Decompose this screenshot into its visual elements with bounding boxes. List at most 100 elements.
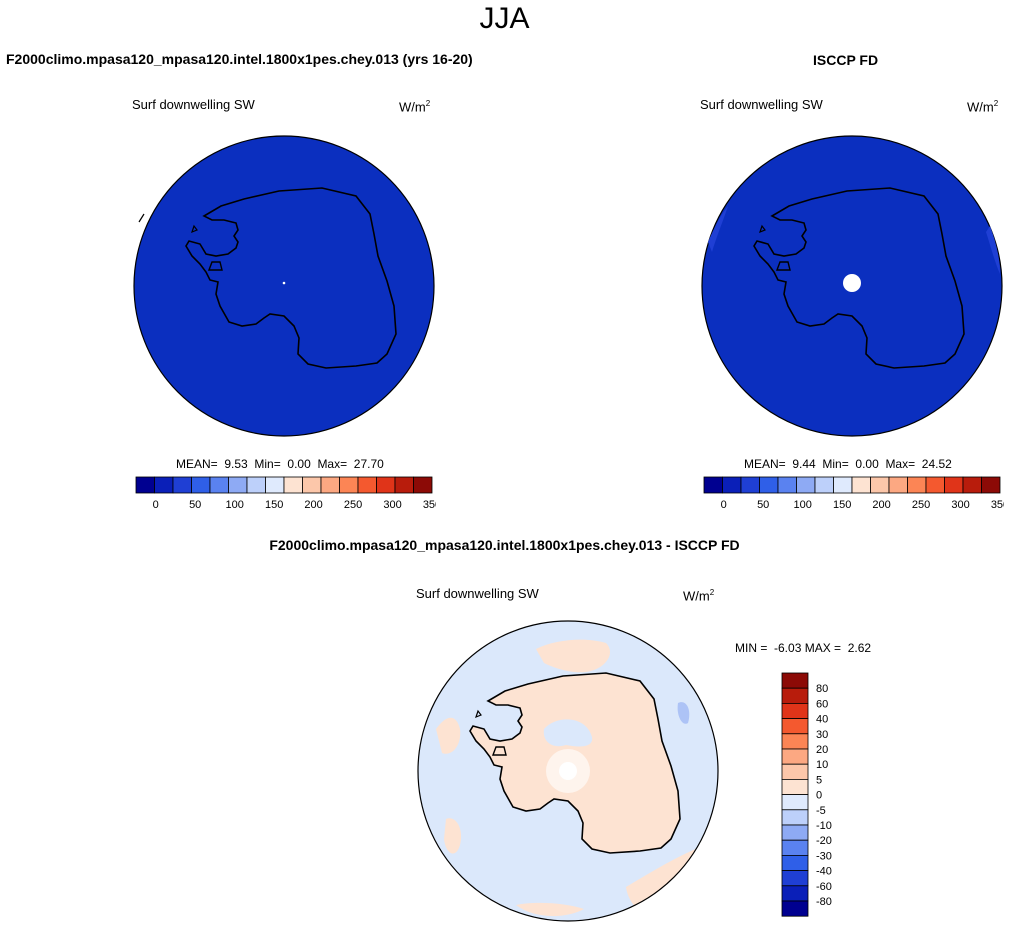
obs-polar-map bbox=[701, 135, 1003, 437]
colorbar-tick-label: -20 bbox=[816, 835, 832, 847]
obs-variable-label: Surf downwelling SW bbox=[700, 97, 823, 112]
colorbar-bin bbox=[777, 476, 797, 494]
colorbar-tick-label: 30 bbox=[816, 729, 828, 741]
colorbar-tick-label: 350 bbox=[991, 499, 1004, 511]
model-variable-label: Surf downwelling SW bbox=[132, 97, 255, 112]
colorbar-bin bbox=[851, 476, 871, 494]
colorbar-bin bbox=[376, 476, 396, 494]
colorbar-bin bbox=[191, 476, 211, 494]
model-colorbar: 0 50 100 150 200 250 300 350 bbox=[135, 476, 436, 511]
obs-panel-title: ISCCP FD bbox=[813, 52, 879, 68]
model-polar-map bbox=[133, 135, 435, 437]
season-title: JJA bbox=[479, 2, 530, 35]
colorbar-bin bbox=[925, 476, 945, 494]
colorbar-bin bbox=[781, 718, 809, 735]
colorbar-bin bbox=[357, 476, 377, 494]
colorbar-bin bbox=[781, 854, 809, 871]
model-map-field bbox=[133, 135, 435, 437]
colorbar-tick-label: -30 bbox=[816, 850, 832, 862]
colorbar-bin bbox=[283, 476, 303, 494]
colorbar-bin bbox=[703, 476, 723, 494]
colorbar-tick-label: 20 bbox=[816, 744, 828, 756]
colorbar-tick-label: 250 bbox=[344, 499, 362, 511]
colorbar-tick-label: 100 bbox=[225, 499, 243, 511]
model-pole-point bbox=[282, 281, 286, 285]
colorbar-tick-label: 0 bbox=[816, 790, 822, 802]
colorbar-tick-label: 200 bbox=[872, 499, 890, 511]
colorbar-tick-label: 50 bbox=[757, 499, 769, 511]
colorbar-bin bbox=[833, 476, 853, 494]
diff-missing-pole bbox=[559, 762, 577, 780]
colorbar-bin bbox=[781, 900, 809, 917]
colorbar-tick-label: 150 bbox=[833, 499, 851, 511]
colorbar-bin bbox=[172, 476, 192, 494]
colorbar-bin bbox=[781, 839, 809, 856]
colorbar-bin bbox=[135, 476, 155, 494]
colorbar-bin bbox=[781, 763, 809, 780]
colorbar-bin bbox=[781, 824, 809, 841]
colorbar-tick-label: 10 bbox=[816, 759, 828, 771]
colorbar-tick-label: 250 bbox=[912, 499, 930, 511]
colorbar-tick-label: -10 bbox=[816, 820, 832, 832]
colorbar-tick-label: 150 bbox=[265, 499, 283, 511]
colorbar-tick-label: 200 bbox=[304, 499, 322, 511]
colorbar-bin bbox=[796, 476, 816, 494]
colorbar-bin bbox=[228, 476, 248, 494]
colorbar-tick-label: 0 bbox=[153, 499, 159, 511]
colorbar-bin bbox=[781, 702, 809, 719]
diff-coastline bbox=[469, 672, 681, 854]
colorbar-bin bbox=[265, 476, 285, 494]
colorbar-tick-label: -60 bbox=[816, 881, 832, 893]
colorbar-bin bbox=[339, 476, 359, 494]
colorbar-bin bbox=[154, 476, 174, 494]
colorbar-tick-label: 100 bbox=[793, 499, 811, 511]
colorbar-bin bbox=[209, 476, 229, 494]
colorbar-bin bbox=[781, 870, 809, 887]
colorbar-bin bbox=[944, 476, 964, 494]
diff-colorbar: 80 60 40 30 20 10 5 0 -5 -10 -20 -30 -40 -60 -80 bbox=[781, 672, 832, 917]
colorbar-bin bbox=[781, 809, 809, 826]
colorbar-tick-label: 0 bbox=[721, 499, 727, 511]
diff-map-border bbox=[417, 620, 719, 922]
colorbar-bin bbox=[320, 476, 340, 494]
colorbar-bin bbox=[962, 476, 982, 494]
colorbar-tick-label: 80 bbox=[816, 683, 828, 695]
colorbar-tick-label: -40 bbox=[816, 866, 832, 878]
colorbar-bin bbox=[814, 476, 834, 494]
colorbar-tick-label: 60 bbox=[816, 698, 828, 710]
colorbar-tick-label: 300 bbox=[383, 499, 401, 511]
diff-variable-label: Surf downwelling SW bbox=[416, 586, 539, 601]
colorbar-bin bbox=[302, 476, 322, 494]
colorbar-bin bbox=[740, 476, 760, 494]
model-units: W/m2 bbox=[399, 99, 431, 115]
obs-units: W/m2 bbox=[967, 99, 999, 115]
colorbar-bin bbox=[781, 733, 809, 750]
diff-units: W/m2 bbox=[683, 588, 715, 604]
colorbar-bin bbox=[781, 885, 809, 902]
colorbar-tick-label: -5 bbox=[816, 805, 826, 817]
colorbar-bin bbox=[781, 687, 809, 704]
colorbar-bin bbox=[981, 476, 1001, 494]
colorbar-bin bbox=[781, 748, 809, 765]
colorbar-bin bbox=[781, 779, 809, 796]
model-stats: MEAN= 9.53 Min= 0.00 Max= 27.70 bbox=[176, 457, 384, 471]
colorbar-tick-label: 50 bbox=[189, 499, 201, 511]
colorbar-tick-label: 40 bbox=[816, 714, 828, 726]
diff-polar-map bbox=[417, 620, 719, 922]
colorbar-bin bbox=[246, 476, 266, 494]
colorbar-bin bbox=[781, 672, 809, 689]
obs-edge-band-left bbox=[708, 206, 728, 252]
colorbar-bin bbox=[907, 476, 927, 494]
colorbar-bin bbox=[870, 476, 890, 494]
model-panel-title: F2000climo.mpasa120_mpasa120.intel.1800x… bbox=[6, 51, 473, 67]
obs-edge-band-right bbox=[986, 226, 1000, 274]
diff-panel-title: F2000climo.mpasa120_mpasa120.intel.1800x… bbox=[269, 537, 740, 553]
obs-colorbar: 0 50 100 150 200 250 300 350 bbox=[703, 476, 1004, 511]
colorbar-tick-label: 300 bbox=[951, 499, 969, 511]
colorbar-bin bbox=[722, 476, 742, 494]
obs-missing-pole bbox=[843, 274, 861, 292]
colorbar-bin bbox=[781, 794, 809, 811]
colorbar-bin bbox=[394, 476, 414, 494]
colorbar-bin bbox=[759, 476, 779, 494]
colorbar-tick-label: -80 bbox=[816, 896, 832, 908]
